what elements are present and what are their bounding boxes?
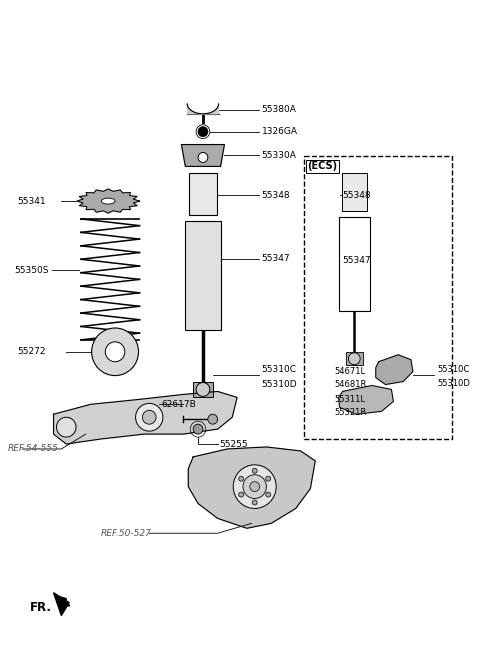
Circle shape [92, 328, 139, 375]
Text: 55330A: 55330A [262, 151, 297, 160]
Circle shape [135, 403, 163, 431]
Circle shape [233, 465, 276, 508]
Circle shape [243, 475, 266, 498]
Text: 55272: 55272 [17, 347, 46, 356]
Polygon shape [188, 447, 315, 529]
Circle shape [348, 353, 360, 365]
Text: 55380A: 55380A [262, 105, 297, 115]
Circle shape [266, 476, 271, 481]
Text: (ECS): (ECS) [307, 161, 337, 172]
Circle shape [193, 424, 203, 434]
Polygon shape [54, 392, 237, 444]
Bar [342, 174, 367, 211]
Text: 55310C: 55310C [437, 365, 469, 374]
Text: 54671L: 54671L [335, 367, 366, 376]
Circle shape [57, 417, 76, 437]
Text: 1326GA: 1326GA [262, 127, 298, 136]
Text: 55310C: 55310C [262, 365, 297, 374]
Circle shape [208, 414, 217, 424]
Circle shape [196, 383, 210, 396]
Circle shape [239, 492, 244, 497]
Circle shape [266, 492, 271, 497]
Text: 55348: 55348 [262, 191, 290, 200]
Polygon shape [339, 386, 393, 414]
Polygon shape [54, 593, 69, 616]
Text: 55310D: 55310D [262, 380, 297, 389]
Polygon shape [181, 145, 225, 166]
Circle shape [252, 468, 257, 474]
Text: 62617B: 62617B [161, 400, 196, 409]
Ellipse shape [101, 198, 115, 204]
Circle shape [105, 342, 125, 362]
Text: 55347: 55347 [262, 254, 290, 263]
Text: 54681R: 54681R [335, 380, 367, 389]
Text: 55321R: 55321R [335, 408, 367, 417]
Text: FR.: FR. [30, 601, 52, 614]
Circle shape [143, 410, 156, 424]
Circle shape [198, 126, 208, 137]
Circle shape [198, 153, 208, 162]
Circle shape [239, 476, 244, 481]
Text: 55310D: 55310D [437, 379, 470, 388]
Polygon shape [376, 355, 413, 384]
Text: 55347: 55347 [343, 256, 371, 265]
Bar [185, 221, 220, 330]
Polygon shape [187, 104, 218, 114]
Text: 55350S: 55350S [14, 266, 49, 275]
Text: 55341: 55341 [17, 196, 46, 206]
Bar [339, 217, 370, 311]
Text: 55255: 55255 [219, 440, 248, 449]
Bar [303, 157, 452, 439]
Text: REF.50-527: REF.50-527 [100, 529, 151, 538]
Text: 55348: 55348 [343, 191, 371, 200]
Polygon shape [77, 189, 140, 213]
Circle shape [252, 500, 257, 505]
Bar [193, 382, 213, 398]
Text: REF.54-555: REF.54-555 [8, 445, 59, 453]
Circle shape [250, 481, 260, 492]
Text: 55311L: 55311L [335, 395, 366, 404]
Bar [189, 174, 216, 215]
Bar [346, 352, 363, 365]
